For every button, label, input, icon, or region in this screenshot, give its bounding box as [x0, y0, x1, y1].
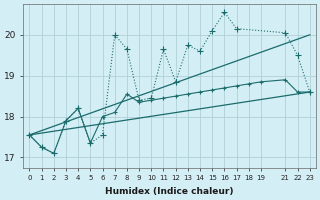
X-axis label: Humidex (Indice chaleur): Humidex (Indice chaleur)	[105, 187, 234, 196]
